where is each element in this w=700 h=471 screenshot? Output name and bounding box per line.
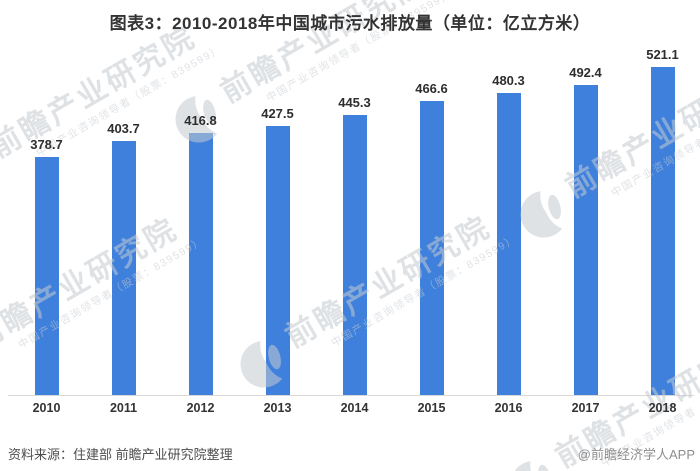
bar [573, 85, 598, 395]
x-axis-labels: 2010 2011 2012 2013 2014 2015 2016 2017 2018 [8, 401, 700, 415]
qianzhan-logo-icon [0, 140, 3, 208]
bar-column-2013: 427.5 [239, 43, 316, 395]
footer-credit-text: @前瞻经济学人APP [577, 447, 695, 462]
bar [111, 141, 136, 395]
bar [342, 115, 367, 395]
bar [188, 133, 213, 395]
bar [650, 67, 675, 395]
bar-column-2012: 416.8 [162, 43, 239, 395]
x-axis-tick-label: 2011 [109, 401, 138, 415]
qianzhan-logo-icon [510, 461, 553, 471]
bar-value-label: 403.7 [107, 121, 140, 136]
footer-source-text: 资料来源：住建部 前瞻产业研究院整理 [8, 447, 233, 462]
bar-column-2017: 492.4 [547, 43, 624, 395]
bar-value-label: 521.1 [646, 47, 679, 62]
bar-value-label: 492.4 [569, 65, 602, 80]
bar-value-label: 445.3 [338, 95, 371, 110]
bar-value-label: 416.8 [184, 113, 217, 128]
bar-value-label: 480.3 [492, 73, 525, 88]
chart-title: 图表3：2010-2018年中国城市污水排放量（单位：亿立方米） [109, 14, 591, 33]
x-axis-tick-label: 2018 [648, 401, 677, 415]
x-axis-tick-label: 2010 [32, 401, 61, 415]
bar-column-2015: 466.6 [393, 43, 470, 395]
bar-column-2018: 521.1 [624, 43, 700, 395]
bar-value-label: 466.6 [415, 81, 448, 96]
bar-plot-area: 378.7 403.7 416.8 427.5 445.3 466.6 480.3 492.4… [8, 43, 700, 395]
bar-value-label: 427.5 [261, 106, 294, 121]
x-axis-tick-label: 2014 [340, 401, 369, 415]
bar [496, 93, 521, 395]
bar-column-2016: 480.3 [470, 43, 547, 395]
x-axis-tick-label: 2016 [494, 401, 523, 415]
bar-value-label: 378.7 [30, 137, 63, 152]
bar [265, 126, 290, 395]
x-axis-tick-label: 2015 [417, 401, 446, 415]
bar [419, 101, 444, 395]
x-axis-tick-label: 2013 [263, 401, 292, 415]
bar-column-2014: 445.3 [316, 43, 393, 395]
bar [34, 157, 59, 395]
x-axis-tick-label: 2017 [571, 401, 600, 415]
x-axis-line [8, 395, 694, 396]
bar-column-2011: 403.7 [85, 43, 162, 395]
x-axis-tick-label: 2012 [186, 401, 215, 415]
bar-column-2010: 378.7 [8, 43, 85, 395]
